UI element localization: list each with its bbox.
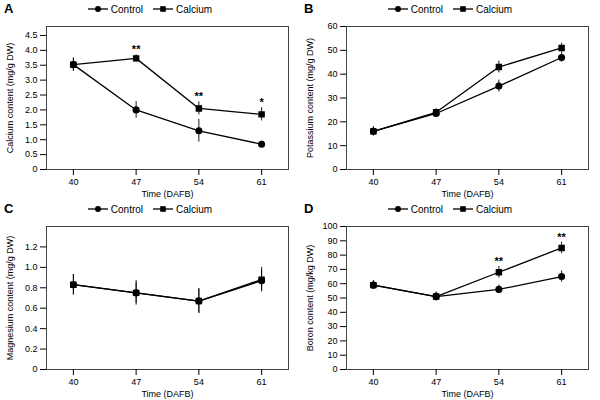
- svg-text:54: 54: [494, 177, 504, 187]
- svg-text:4.5: 4.5: [25, 30, 38, 40]
- svg-text:10: 10: [327, 350, 337, 360]
- svg-text:30: 30: [327, 321, 337, 331]
- svg-text:4.0: 4.0: [25, 45, 38, 55]
- svg-text:90: 90: [327, 236, 337, 246]
- svg-text:1.2: 1.2: [25, 242, 38, 252]
- svg-text:Magnesium content (mg/g DW): Magnesium content (mg/g DW): [5, 236, 15, 361]
- html-text:Calcium: Calcium: [176, 3, 213, 15]
- svg-text:**: **: [132, 43, 141, 55]
- html-text:Control: Control: [410, 203, 444, 215]
- svg-text:0.2: 0.2: [25, 344, 38, 354]
- svg-text:Time (DAFB): Time (DAFB): [141, 189, 193, 199]
- svg-text:*: *: [259, 96, 264, 108]
- html-text:Control: Control: [110, 203, 144, 215]
- svg-text:61: 61: [257, 177, 267, 187]
- svg-text:Potassium content (mg/g DW): Potassium content (mg/g DW): [305, 38, 315, 158]
- svg-text:54: 54: [494, 377, 504, 387]
- svg-text:61: 61: [257, 377, 267, 387]
- svg-text:0.4: 0.4: [25, 324, 38, 334]
- html-text:A: A: [4, 1, 14, 16]
- svg-text:50: 50: [327, 45, 337, 55]
- svg-text:0.5: 0.5: [25, 149, 38, 159]
- svg-text:70: 70: [327, 264, 337, 274]
- svg-text:3.0: 3.0: [25, 75, 38, 85]
- svg-text:1.5: 1.5: [25, 120, 38, 130]
- html-text:D: D: [304, 201, 314, 216]
- svg-text:1.0: 1.0: [25, 262, 38, 272]
- svg-text:0: 0: [32, 364, 37, 374]
- html-text:Calcium: Calcium: [476, 203, 513, 215]
- svg-text:**: **: [495, 255, 504, 267]
- svg-text:0: 0: [332, 364, 337, 374]
- svg-text:**: **: [557, 231, 566, 243]
- svg-text:**: **: [195, 90, 204, 102]
- svg-text:20: 20: [327, 117, 337, 127]
- html-text:Control: Control: [110, 3, 144, 15]
- svg-text:40: 40: [327, 307, 337, 317]
- svg-text:47: 47: [131, 177, 141, 187]
- svg-text:40: 40: [327, 69, 337, 79]
- svg-text:0: 0: [32, 164, 37, 174]
- svg-text:30: 30: [327, 93, 337, 103]
- svg-text:2.5: 2.5: [25, 90, 38, 100]
- html-text:Calcium: Calcium: [476, 3, 513, 15]
- svg-text:40: 40: [368, 177, 378, 187]
- svg-text:100: 100: [322, 221, 337, 231]
- svg-text:54: 54: [194, 177, 204, 187]
- svg-text:Time (DAFB): Time (DAFB): [441, 389, 493, 399]
- svg-text:40: 40: [68, 377, 78, 387]
- svg-text:Time (DAFB): Time (DAFB): [141, 389, 193, 399]
- svg-text:60: 60: [327, 279, 337, 289]
- svg-text:61: 61: [557, 177, 567, 187]
- svg-text:Time (DAFB): Time (DAFB): [441, 189, 493, 199]
- svg-text:20: 20: [327, 336, 337, 346]
- svg-text:0: 0: [332, 164, 337, 174]
- svg-text:47: 47: [431, 177, 441, 187]
- svg-text:50: 50: [327, 293, 337, 303]
- svg-text:10: 10: [327, 141, 337, 151]
- svg-text:40: 40: [68, 177, 78, 187]
- svg-text:80: 80: [327, 250, 337, 260]
- svg-text:60: 60: [327, 21, 337, 31]
- svg-text:0.6: 0.6: [25, 303, 38, 313]
- svg-text:47: 47: [131, 377, 141, 387]
- svg-text:40: 40: [368, 377, 378, 387]
- svg-text:Calcium content (mg/g DW): Calcium content (mg/g DW): [5, 43, 15, 154]
- svg-text:1.0: 1.0: [25, 135, 38, 145]
- svg-text:47: 47: [431, 377, 441, 387]
- html-text:Control: Control: [410, 3, 444, 15]
- html-text:C: C: [4, 201, 14, 216]
- svg-text:0.8: 0.8: [25, 283, 38, 293]
- svg-text:54: 54: [194, 377, 204, 387]
- svg-text:2.0: 2.0: [25, 105, 38, 115]
- svg-text:3.5: 3.5: [25, 60, 38, 70]
- html-text:Calcium: Calcium: [176, 203, 213, 215]
- svg-text:Boron content (mg/kg DW): Boron content (mg/kg DW): [305, 245, 315, 352]
- svg-text:61: 61: [557, 377, 567, 387]
- html-text:B: B: [304, 1, 314, 16]
